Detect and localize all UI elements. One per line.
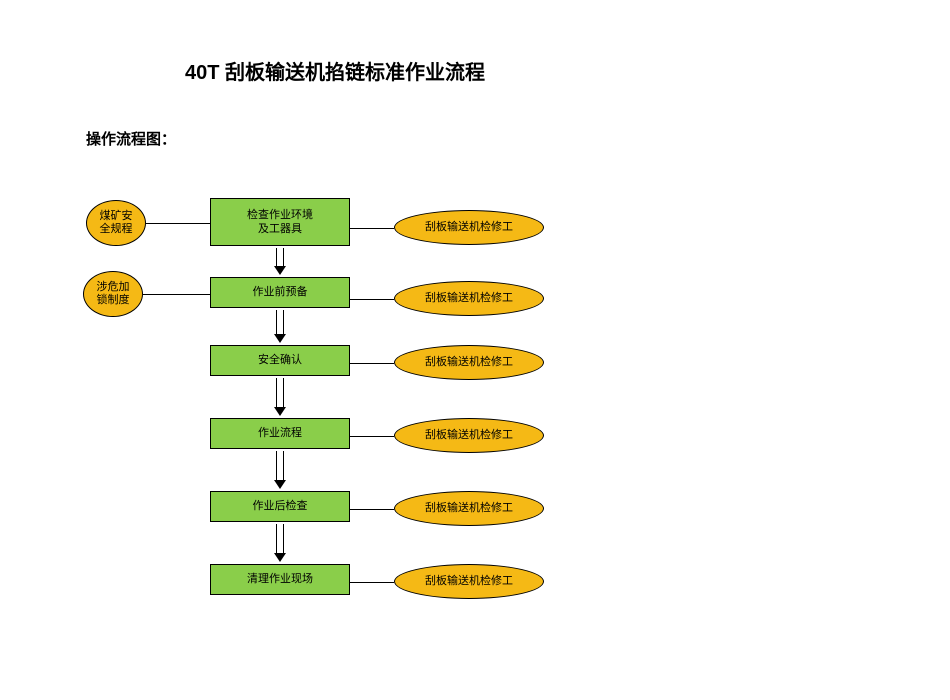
arrow-shaft bbox=[276, 310, 284, 334]
arrow-head-icon bbox=[274, 553, 286, 562]
arrow-head-icon bbox=[274, 480, 286, 489]
connector-right-1 bbox=[350, 228, 394, 229]
arrow-head-icon bbox=[274, 266, 286, 275]
role-node-5: 刮板输送机检修工 bbox=[394, 491, 544, 526]
arrow-head-icon bbox=[274, 407, 286, 416]
input-node-1: 煤矿安 全规程 bbox=[86, 200, 146, 246]
role-node-3: 刮板输送机检修工 bbox=[394, 345, 544, 380]
arrow-down-3 bbox=[274, 378, 286, 416]
connector-right-6 bbox=[350, 582, 394, 583]
arrow-down-4 bbox=[274, 451, 286, 489]
connector-left-1 bbox=[146, 223, 210, 224]
flowchart-canvas: 40T 刮板输送机掐链标准作业流程 操作流程图： 检查作业环境 及工器具作业前预… bbox=[0, 0, 950, 700]
role-node-6: 刮板输送机检修工 bbox=[394, 564, 544, 599]
process-step-4: 作业流程 bbox=[210, 418, 350, 449]
process-step-2: 作业前预备 bbox=[210, 277, 350, 308]
process-step-6: 清理作业现场 bbox=[210, 564, 350, 595]
process-step-3: 安全确认 bbox=[210, 345, 350, 376]
page-title: 40T 刮板输送机掐链标准作业流程 bbox=[185, 56, 485, 85]
role-node-2: 刮板输送机检修工 bbox=[394, 281, 544, 316]
process-step-1: 检查作业环境 及工器具 bbox=[210, 198, 350, 246]
arrow-shaft bbox=[276, 524, 284, 553]
arrow-down-2 bbox=[274, 310, 286, 343]
arrow-down-5 bbox=[274, 524, 286, 562]
process-step-5: 作业后检查 bbox=[210, 491, 350, 522]
input-node-2: 涉危加 锁制度 bbox=[83, 271, 143, 317]
arrow-head-icon bbox=[274, 334, 286, 343]
connector-right-5 bbox=[350, 509, 394, 510]
role-node-1: 刮板输送机检修工 bbox=[394, 210, 544, 245]
arrow-down-1 bbox=[274, 248, 286, 275]
connector-right-3 bbox=[350, 363, 394, 364]
connector-right-2 bbox=[350, 299, 394, 300]
connector-left-2 bbox=[143, 294, 210, 295]
role-node-4: 刮板输送机检修工 bbox=[394, 418, 544, 453]
section-subtitle: 操作流程图： bbox=[86, 128, 176, 149]
connector-right-4 bbox=[350, 436, 394, 437]
arrow-shaft bbox=[276, 451, 284, 480]
arrow-shaft bbox=[276, 378, 284, 407]
arrow-shaft bbox=[276, 248, 284, 266]
